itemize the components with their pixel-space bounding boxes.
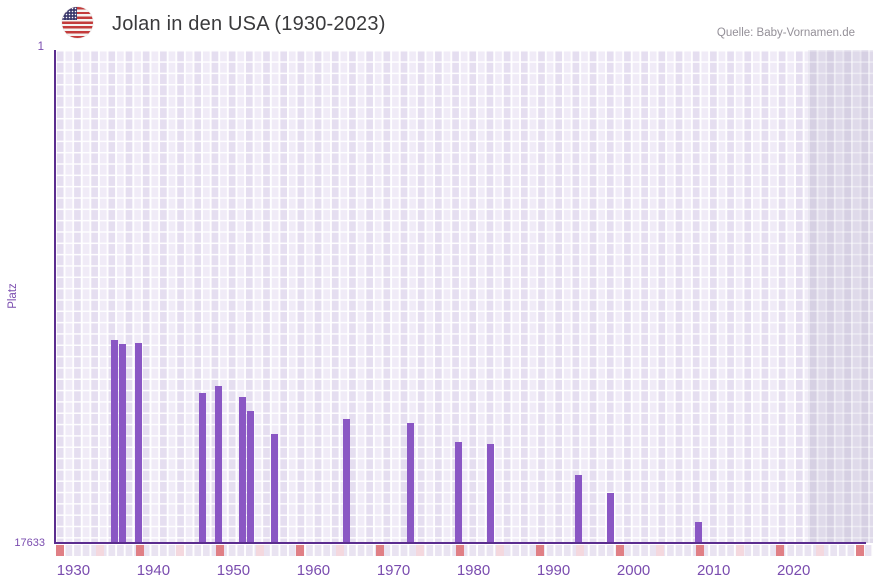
y-axis-title: Platz xyxy=(7,283,19,309)
strip-mark-2030 xyxy=(855,545,864,556)
bar-1950[interactable] xyxy=(214,385,223,543)
bar-1954[interactable] xyxy=(246,410,255,543)
x-tick-label-1940: 1940 xyxy=(136,562,171,579)
x-tick-label-1930: 1930 xyxy=(56,562,91,579)
future-region-overlay xyxy=(807,50,873,543)
year-strip xyxy=(55,545,873,556)
y-axis-line xyxy=(54,50,57,544)
bar-1948[interactable] xyxy=(198,392,207,543)
bar-1980[interactable] xyxy=(454,441,463,543)
x-tick-label-1970: 1970 xyxy=(376,562,411,579)
chart-area: 1930 1940 1950 1960 1970 1980 1990 2000 2010 2020 xyxy=(54,50,873,587)
strip-mark-2005 xyxy=(655,545,664,556)
strip-mark-1930 xyxy=(55,545,64,556)
strip-mark-2020 xyxy=(775,545,784,556)
x-tick-label-1980: 1980 xyxy=(456,562,491,579)
us-flag-canton xyxy=(62,7,77,20)
strip-mark-1990 xyxy=(535,545,544,556)
us-flag-icon xyxy=(62,7,93,38)
strip-mark-1975 xyxy=(415,545,424,556)
plot-grid xyxy=(55,50,873,543)
x-tick-label-2000: 2000 xyxy=(616,562,651,579)
x-tick-label-1990: 1990 xyxy=(536,562,571,579)
bar-1953[interactable] xyxy=(238,397,247,543)
strip-mark-1965 xyxy=(335,545,344,556)
x-axis-line xyxy=(54,541,866,544)
strip-mark-1980 xyxy=(455,545,464,556)
strip-mark-2010 xyxy=(695,545,704,556)
bar-1957[interactable] xyxy=(270,433,279,543)
strip-mark-1945 xyxy=(175,545,184,556)
bar-1940[interactable] xyxy=(134,342,143,543)
bar-1966[interactable] xyxy=(342,419,351,543)
strip-mark-1950 xyxy=(215,545,224,556)
x-tick-label-2010: 2010 xyxy=(696,562,731,579)
bar-1938[interactable] xyxy=(118,344,127,543)
strip-mark-1995 xyxy=(575,545,584,556)
strip-mark-1940 xyxy=(135,545,144,556)
source-label: Quelle: Baby-Vornamen.de xyxy=(716,27,855,39)
strip-mark-1935 xyxy=(95,545,104,556)
x-tick-label-2020: 2020 xyxy=(776,562,811,579)
x-tick-label-1950: 1950 xyxy=(216,562,251,579)
y-axis-bottom-label: 17633 xyxy=(14,537,45,549)
strip-mark-1985 xyxy=(495,545,504,556)
strip-mark-1955 xyxy=(255,545,264,556)
bar-1974[interactable] xyxy=(406,422,415,543)
bar-1999[interactable] xyxy=(606,492,615,543)
bar-1984[interactable] xyxy=(486,443,495,543)
strip-mark-2025 xyxy=(815,545,824,556)
x-tick-label-1960: 1960 xyxy=(296,562,331,579)
y-axis-top-label: 1 xyxy=(37,41,44,53)
bar-1995[interactable] xyxy=(574,474,583,543)
bar-2010[interactable] xyxy=(694,521,703,543)
strip-mark-2000 xyxy=(615,545,624,556)
bar-1937[interactable] xyxy=(110,339,119,543)
strip-mark-1970 xyxy=(375,545,384,556)
page-title: Jolan in den USA (1930-2023) xyxy=(112,13,386,35)
strip-mark-2015 xyxy=(735,545,744,556)
strip-mark-1960 xyxy=(295,545,304,556)
